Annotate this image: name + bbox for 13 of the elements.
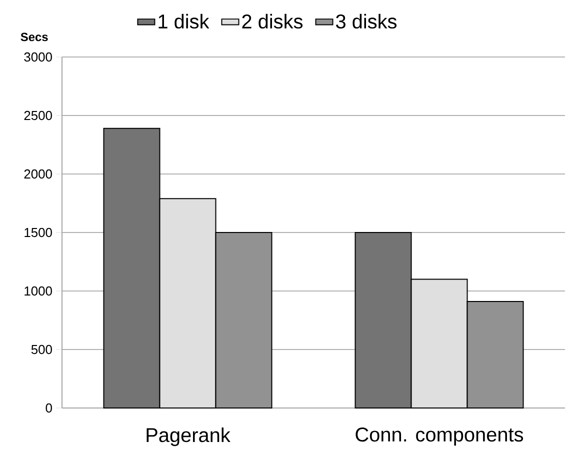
y-axis-title: Secs [20,32,48,42]
legend-label: 1 disk [158,14,210,29]
y-tick-label: 1000 [24,286,52,296]
legend-label: 2 disks [242,14,303,29]
y-tick-label: 2500 [24,110,52,120]
y-tick-label: 3000 [24,52,52,62]
legend-label: 3 disks [336,14,397,29]
x-tick-label: Conn. components [356,428,524,446]
y-tick-label: 0 [46,403,52,413]
y-tick-label: 2000 [24,169,52,179]
y-tick-label: 1500 [24,228,52,238]
y-tick-label: 500 [31,344,52,354]
x-tick-label: Pagerank [146,428,230,446]
